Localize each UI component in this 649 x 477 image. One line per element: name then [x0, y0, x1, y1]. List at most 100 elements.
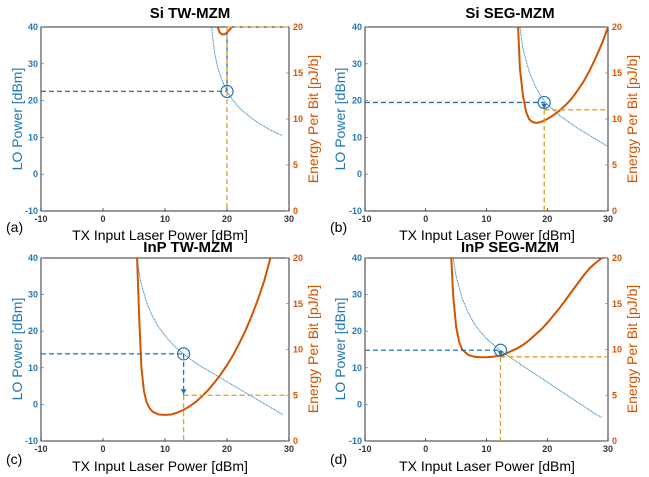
- x-tick-label: 20: [222, 444, 232, 454]
- y-left-tick-label: 20: [28, 96, 38, 106]
- y-left-tick-label: 40: [28, 253, 38, 263]
- y-right-tick-label: 20: [293, 22, 303, 32]
- x-tick-label: -10: [34, 214, 47, 224]
- y-right-tick-label: 0: [612, 206, 617, 216]
- x-tick-label: 0: [100, 214, 105, 224]
- x-tick-label: 0: [423, 444, 428, 454]
- y-left-tick-label: -10: [25, 206, 38, 216]
- plot-frame: [40, 26, 290, 212]
- operating-point-marker: [220, 84, 234, 99]
- x-tick-label: 20: [222, 214, 232, 224]
- chart-title: InP TW-MZM: [143, 239, 232, 256]
- y-left-tick-label: -10: [25, 436, 38, 446]
- energy-per-bit-line: [136, 258, 272, 416]
- y-right-tick-label: 15: [293, 299, 303, 309]
- x-tick-label: 0: [423, 214, 428, 224]
- x-tick-label: -10: [358, 444, 371, 454]
- y-left-tick-label: 0: [33, 169, 38, 179]
- y-left-tick-label: 30: [28, 59, 38, 69]
- y-left-tick-label: 40: [28, 22, 38, 32]
- y-left-tick-label: 20: [352, 96, 362, 106]
- y-right-tick-label: 15: [612, 68, 622, 78]
- chart-title: InP SEG-MZM: [461, 239, 559, 256]
- chart-panel-2: -10 0 10 20 30 -10 0 10 20 30 40 0 5 10 15 20 Si SEG-MZM…: [330, 5, 640, 243]
- y-left-tick-label: 40: [352, 22, 362, 32]
- y-left-tick-label: 10: [352, 363, 362, 373]
- x-tick-label: 30: [603, 214, 613, 224]
- panel-label: (c): [6, 451, 22, 467]
- operating-point-marker: [177, 347, 191, 361]
- x-tick-label: 20: [542, 444, 552, 454]
- x-axis-label: TX Input Laser Power [dBm]: [72, 458, 248, 474]
- x-axis-label: TX Input Laser Power [dBm]: [399, 458, 575, 474]
- x-tick-label: 30: [284, 214, 294, 224]
- y-right-axis-label: Energy Per Bit [pJ/b]: [305, 285, 321, 413]
- y-right-axis-label: Energy Per Bit [pJ/b]: [624, 55, 640, 183]
- x-tick-label: -10: [34, 444, 47, 454]
- x-tick-label: 30: [603, 444, 613, 454]
- y-left-tick-label: 40: [352, 253, 362, 263]
- y-left-tick-label: -10: [349, 436, 362, 446]
- operating-point-marker: [493, 343, 508, 357]
- y-left-tick-label: 10: [28, 363, 38, 373]
- plot-frame: [40, 257, 290, 442]
- y-left-tick-label: 10: [352, 132, 362, 142]
- y-left-tick-label: 10: [28, 132, 38, 142]
- energy-per-bit-line: [450, 258, 603, 359]
- y-right-tick-label: 10: [612, 114, 622, 124]
- x-tick-label: 0: [100, 444, 105, 454]
- y-left-axis-label: LO Power [dBm]: [332, 68, 348, 171]
- guide-arrowhead: [180, 389, 187, 395]
- plot-frame: [364, 257, 609, 442]
- y-right-tick-label: 20: [293, 253, 303, 263]
- plot-area: [450, 258, 603, 418]
- x-tick-label: -10: [358, 214, 371, 224]
- x-tick-label: 10: [481, 444, 491, 454]
- y-right-tick-label: 20: [612, 22, 622, 32]
- y-right-tick-label: 10: [612, 345, 622, 355]
- chart-title: Si SEG-MZM: [465, 5, 554, 22]
- y-right-tick-label: 15: [293, 68, 303, 78]
- x-tick-label: 30: [284, 444, 294, 454]
- y-right-axis-label: Energy Per Bit [pJ/b]: [624, 285, 640, 413]
- chart-panel-4: -10 0 10 20 30 -10 0 10 20 30 40 0 5 10 15 20 InP SEG-MZ…: [330, 239, 640, 474]
- y-right-tick-label: 15: [612, 299, 622, 309]
- lo-power-line: [136, 258, 284, 415]
- chart-panel-1: -10 0 10 20 30 -10 0 10 20 30 40 0 5 10 15 20 Si TW-MZM T…: [6, 5, 321, 243]
- y-right-axis-label: Energy Per Bit [pJ/b]: [305, 55, 321, 183]
- guide-arrowhead: [541, 103, 548, 109]
- y-right-tick-label: 5: [293, 390, 298, 400]
- x-axis-label: TX Input Laser Power [dBm]: [399, 227, 575, 243]
- chart-panel-3: -10 0 10 20 30 -10 0 10 20 30 40 0 5 10 15 20 InP TW-MZM…: [6, 239, 321, 474]
- panel-label: (d): [330, 451, 347, 467]
- y-left-tick-label: 30: [28, 290, 38, 300]
- energy-per-bit-line: [216, 27, 233, 36]
- y-left-tick-label: 20: [28, 326, 38, 336]
- guide-arrowhead: [497, 350, 504, 356]
- y-right-tick-label: 0: [612, 436, 617, 446]
- chart-title: Si TW-MZM: [150, 5, 231, 22]
- y-left-tick-label: 0: [357, 169, 362, 179]
- y-left-tick-label: 30: [352, 59, 362, 69]
- y-left-tick-label: 0: [33, 399, 38, 409]
- operating-point-marker: [537, 95, 551, 110]
- plot-area: [136, 258, 284, 416]
- y-left-axis-label: LO Power [dBm]: [332, 298, 348, 401]
- y-left-tick-label: -10: [349, 206, 362, 216]
- y-right-tick-label: 5: [612, 390, 617, 400]
- y-right-tick-label: 5: [612, 160, 617, 170]
- plot-frame: [364, 26, 609, 212]
- lo-power-line: [452, 258, 603, 418]
- lo-power-line: [519, 27, 608, 147]
- x-axis-label: TX Input Laser Power [dBm]: [72, 227, 248, 243]
- y-right-tick-label: 10: [293, 114, 303, 124]
- y-right-tick-label: 20: [612, 253, 622, 263]
- y-right-tick-label: 0: [293, 436, 298, 446]
- panel-label: (b): [330, 219, 347, 235]
- plot-area: [211, 27, 283, 137]
- y-right-tick-label: 5: [293, 160, 298, 170]
- panel-label: (a): [6, 219, 23, 235]
- x-tick-label: 20: [542, 214, 552, 224]
- plot-area: [517, 27, 608, 147]
